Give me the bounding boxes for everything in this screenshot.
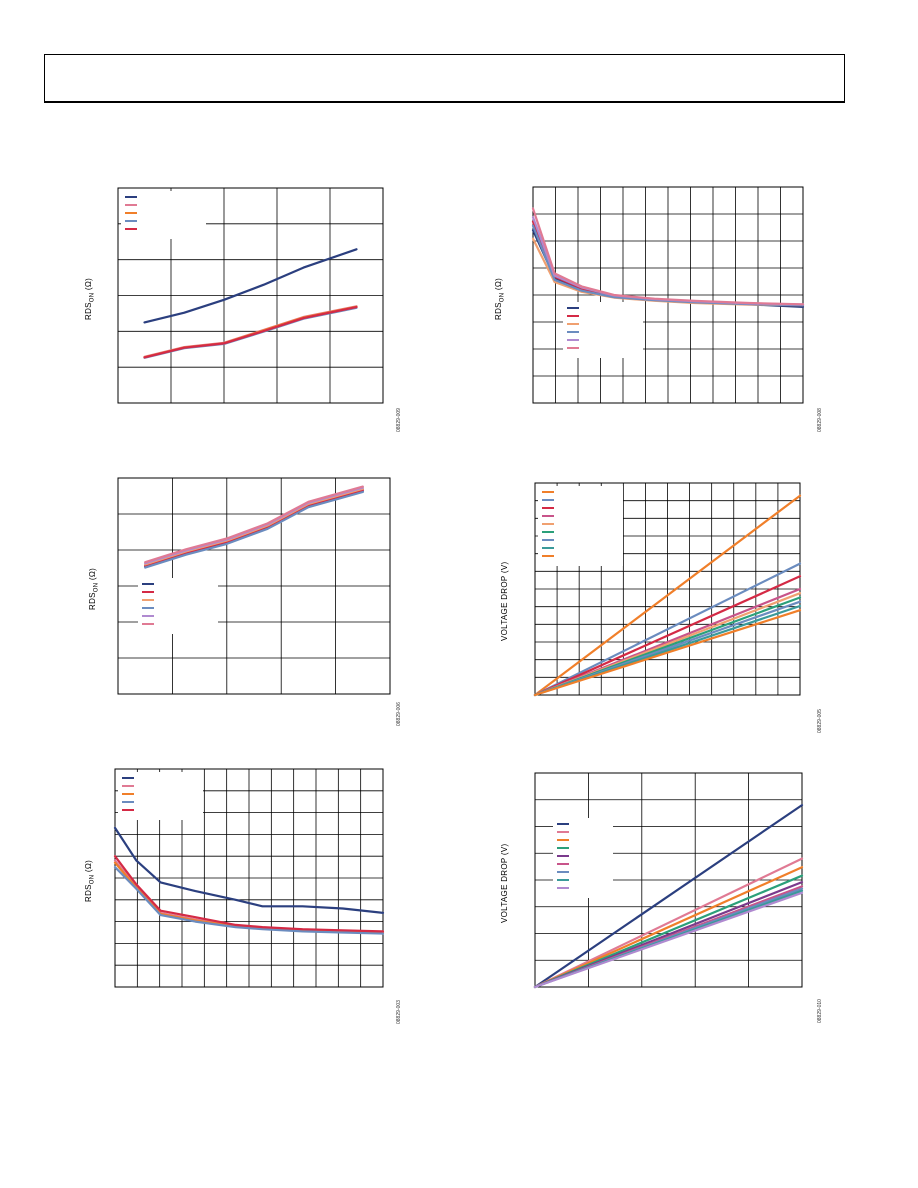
page-header-box bbox=[44, 54, 845, 103]
chart-svg bbox=[117, 477, 391, 695]
series-line bbox=[533, 609, 802, 697]
chart-svg bbox=[533, 482, 802, 697]
chart-svg bbox=[531, 186, 805, 404]
legend-box bbox=[121, 191, 206, 239]
series-line bbox=[113, 855, 385, 933]
series-line bbox=[144, 485, 364, 564]
series-line bbox=[533, 562, 802, 697]
series-line bbox=[143, 248, 358, 324]
chart-panel-middle-left: RDSON (Ω) 08829-006 bbox=[80, 470, 410, 740]
series-line bbox=[533, 494, 802, 697]
series-line bbox=[113, 826, 385, 914]
chart-panel-bottom-right: VOLTAGE DROP (V) 08829-010 bbox=[490, 765, 830, 1030]
chart-panel-top-right: RDSON (Ω) 08829-008 bbox=[490, 180, 830, 440]
legend-box bbox=[563, 302, 643, 358]
chart-svg bbox=[113, 768, 385, 988]
series-line bbox=[533, 575, 802, 697]
chart-panel-top-left: RDSON (Ω) 08829-009 bbox=[80, 180, 410, 440]
chart-panel-middle-right: VOLTAGE DROP (V) 08829-005 bbox=[490, 475, 830, 740]
chart-svg bbox=[533, 772, 804, 989]
series-line bbox=[143, 306, 358, 359]
legend-box bbox=[538, 486, 623, 566]
legend-box bbox=[118, 772, 203, 820]
series-line bbox=[531, 207, 805, 306]
legend-box bbox=[553, 818, 613, 898]
series-line bbox=[533, 891, 804, 989]
series-line bbox=[113, 866, 385, 935]
series-line bbox=[533, 866, 804, 989]
series-line bbox=[144, 490, 364, 569]
series-line bbox=[533, 857, 804, 989]
chart-svg bbox=[117, 187, 384, 404]
chart-panel-bottom-left: RDSON (Ω) 08829-003 bbox=[80, 762, 410, 1032]
series-line bbox=[533, 804, 804, 989]
legend-box bbox=[138, 578, 218, 634]
